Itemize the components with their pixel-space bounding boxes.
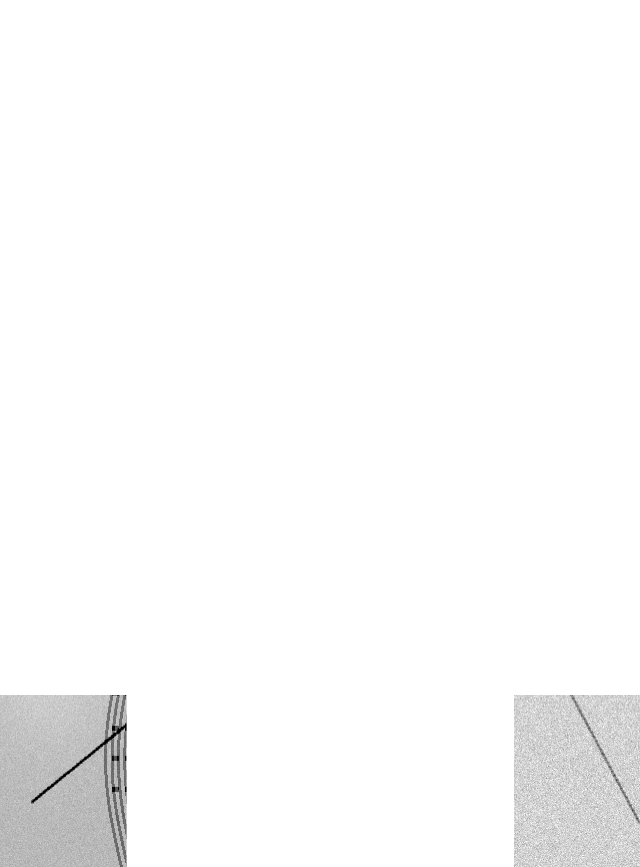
Text: B: B — [342, 439, 362, 463]
Text: A: A — [285, 439, 304, 463]
